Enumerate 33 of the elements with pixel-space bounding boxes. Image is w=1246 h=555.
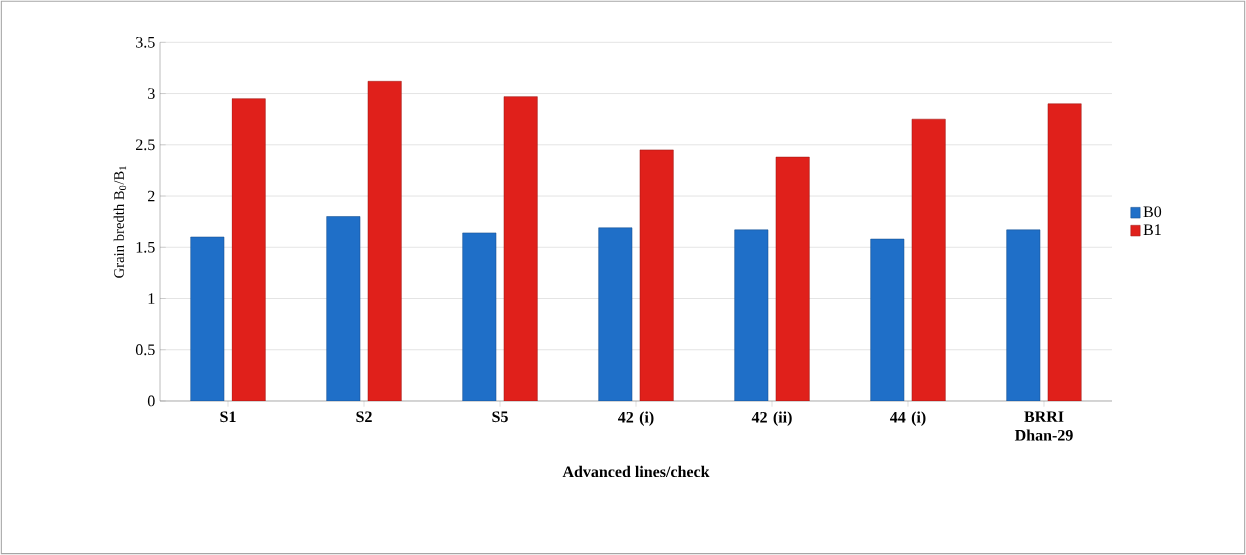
bar <box>326 216 361 401</box>
y-tick-label: 1.5 <box>136 241 155 253</box>
x-tick-label: 42 (i) <box>617 411 654 426</box>
y-tick-label: 2 <box>148 190 155 202</box>
bar <box>367 80 402 401</box>
y-tick-label: 0.5 <box>135 344 155 356</box>
bar <box>462 232 497 401</box>
legend-label: B1 <box>1143 224 1161 235</box>
bar <box>775 156 810 401</box>
y-tick-label: 2.5 <box>136 139 155 151</box>
y-tick-label: 0 <box>147 395 155 407</box>
y-axis-title: Grain bredth B$_{0}$/B$_{1}$ <box>113 166 127 278</box>
x-tick-label: S5 <box>492 411 508 423</box>
x-tick-label: 42 (ii) <box>751 411 792 426</box>
bar <box>231 98 266 401</box>
bar <box>598 227 633 401</box>
y-tick-label: 1 <box>148 293 155 304</box>
x-axis-title: Advanced lines/check <box>562 465 710 478</box>
bar <box>734 229 769 401</box>
legend-label: B0 <box>1143 206 1162 218</box>
bar <box>1006 229 1041 401</box>
bar <box>870 238 905 401</box>
bar <box>911 118 946 401</box>
x-tick-label: BRRI Dhan-29 <box>1014 411 1073 441</box>
y-tick-label: 3.5 <box>136 36 155 48</box>
bar <box>503 96 538 401</box>
bar <box>639 149 674 401</box>
bar <box>1047 103 1082 401</box>
x-tick-label: 44 (i) <box>889 411 926 426</box>
bar <box>190 236 225 401</box>
x-tick-label: S1 <box>220 411 236 423</box>
y-tick-label: 3 <box>148 88 155 99</box>
x-tick-label: S2 <box>356 411 372 423</box>
